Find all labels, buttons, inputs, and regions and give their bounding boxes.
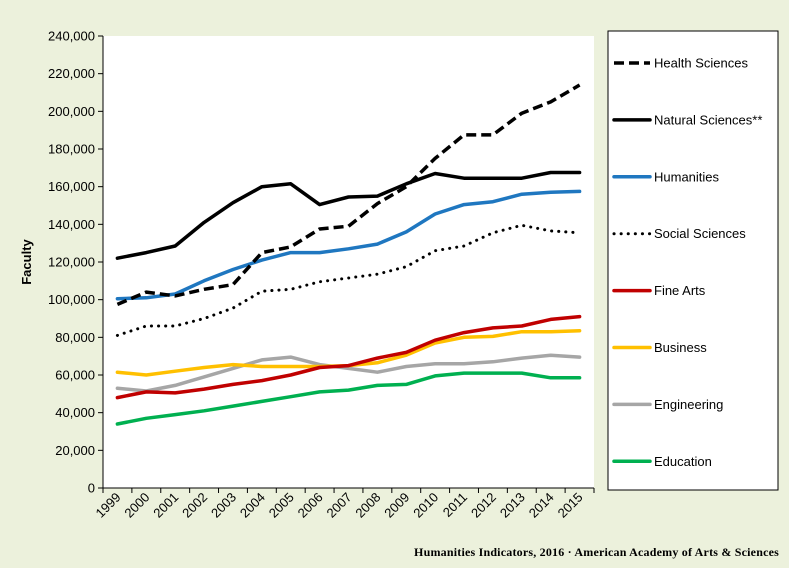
legend-label: Engineering [654,397,723,412]
legend-label: Humanities [654,169,720,184]
y-tick-label: 220,000 [48,66,95,81]
legend [607,30,779,491]
series-line-humanities [115,189,582,301]
y-tick-label: 0 [88,481,95,496]
series-line-health-sciences [116,83,581,307]
x-axis: 1999200020012002200320042005200620072008… [93,487,595,521]
x-tick-label: 2000 [121,490,152,521]
series-line-education [115,371,582,426]
x-tick-label: 2015 [555,490,586,521]
x-tick-label: 2009 [381,490,412,521]
x-tick-label: 2001 [150,490,181,521]
y-tick-label: 40,000 [55,405,95,420]
series-line-fine-arts [115,314,582,400]
y-tick-label: 160,000 [48,179,95,194]
x-tick-label: 2006 [295,490,326,521]
series-line-social-sciences [115,223,582,337]
source-credit: Humanities Indicators, 2016 · American A… [414,545,779,559]
series-line-engineering [115,353,582,393]
x-tick-label: 2004 [237,490,268,521]
y-tick-label: 180,000 [48,142,95,157]
legend-label: Business [654,340,707,355]
y-tick-label: 80,000 [55,330,95,345]
y-tick-label: 20,000 [55,443,95,458]
y-tick-label: 200,000 [48,104,95,119]
x-tick-label: 1999 [93,490,124,521]
legend-label: Health Sciences [654,56,748,71]
x-tick-label: 2008 [352,490,383,521]
x-tick-label: 2010 [410,490,441,521]
y-tick-label: 240,000 [48,29,95,44]
x-tick-label: 2012 [468,490,499,521]
x-tick-label: 2003 [208,490,239,521]
x-tick-label: 2011 [440,490,470,520]
y-tick-label: 120,000 [48,255,95,270]
plot-area [103,36,594,488]
y-axis-title: Faculty [19,238,34,284]
x-tick-label: 2002 [179,490,210,521]
y-tick-label: 140,000 [48,217,95,232]
y-tick-label: 100,000 [48,292,95,307]
legend-label: Education [654,454,712,469]
y-tick-label: 60,000 [55,368,95,383]
legend-label: Natural Sciences** [654,112,762,127]
legend-label: Social Sciences [654,226,746,241]
legend-label: Fine Arts [654,283,706,298]
series-lines [115,83,582,426]
x-tick-label: 2013 [497,490,528,521]
x-tick-label: 2014 [526,490,557,521]
x-tick-label: 2005 [266,490,297,521]
legend-items: Health Sciences Natural Sciences** Humanit… [612,56,762,469]
x-tick-label: 2007 [324,490,355,521]
series-line-natural-sciences [115,170,582,260]
y-axis: 0 20,000 40,000 60,000 80,000 100,000 120,000 1… [48,29,104,496]
